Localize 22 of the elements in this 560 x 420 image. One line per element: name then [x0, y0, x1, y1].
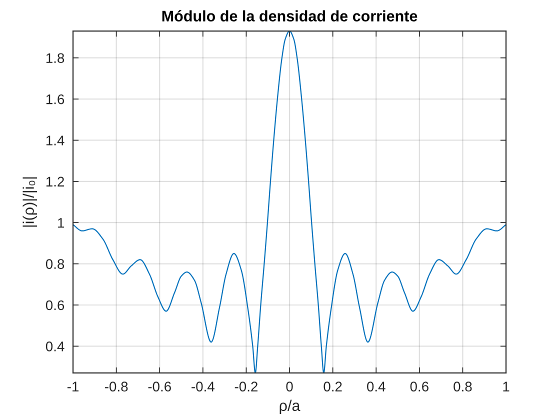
x-tick-label: -0.4 — [192, 382, 214, 392]
y-tick-label: 0.8 — [46, 259, 64, 269]
chart-title: Módulo de la densidad de corriente — [162, 10, 418, 22]
x-tick-label: 0.8 — [454, 382, 472, 392]
x-tick-label: 1 — [503, 382, 510, 392]
x-tick-label: 0.6 — [410, 382, 428, 392]
y-tick-label: 1.4 — [46, 136, 64, 146]
x-tick-label: 0 — [286, 382, 293, 392]
x-axis-title: ρ/a — [280, 400, 300, 414]
y-tick-label: 1.8 — [46, 53, 64, 64]
x-tick-label: -0.2 — [234, 382, 258, 392]
y-tick-label: 1 — [58, 218, 64, 228]
x-tick-label: -0.8 — [104, 382, 128, 392]
x-tick-label: -1 — [67, 382, 79, 392]
y-tick-label: 1.6 — [46, 94, 64, 104]
y-tick-label: 0.6 — [46, 300, 64, 310]
y-tick-label: 1.2 — [46, 176, 64, 186]
x-tick-label: 0.2 — [324, 382, 342, 392]
y-axis-title: |i(ρ)|/|i₀| — [22, 177, 38, 227]
x-tick-label: -0.6 — [148, 382, 171, 392]
x-tick-label: 0.4 — [367, 382, 386, 392]
y-tick-label: 0.4 — [46, 342, 64, 352]
